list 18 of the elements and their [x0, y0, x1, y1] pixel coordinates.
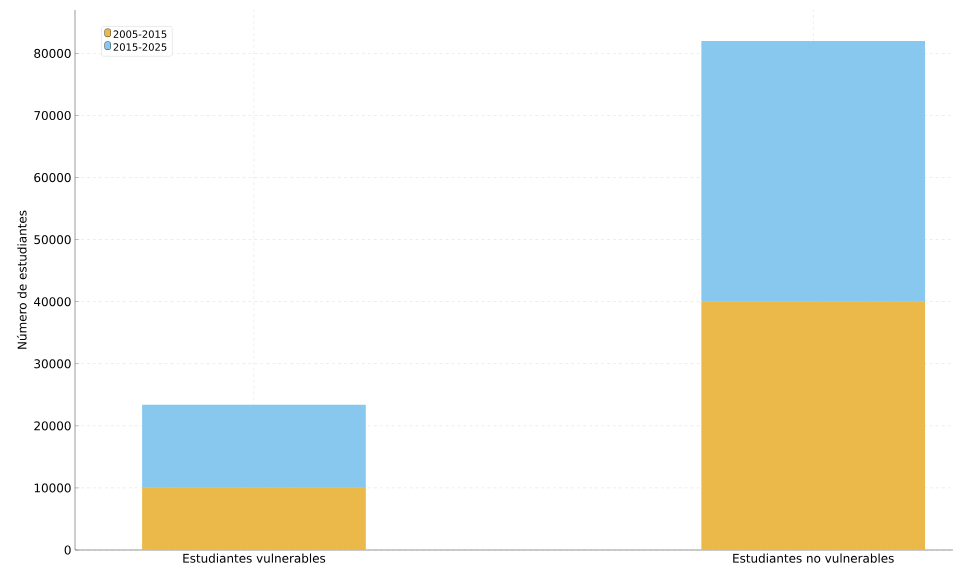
y-tick-label: 0 — [64, 545, 71, 555]
bar — [701, 41, 926, 302]
bar — [142, 404, 366, 488]
y-tick-label: 30000 — [34, 359, 71, 368]
y-tick-label: 70000 — [34, 110, 71, 120]
y-tick-label: 80000 — [34, 48, 71, 58]
x-tick-label: Estudiantes no vulnerables — [733, 554, 894, 563]
y-tick-label: 10000 — [34, 483, 71, 492]
bar — [142, 488, 366, 550]
legend-label: 2005-2015 — [114, 30, 166, 38]
y-tick-label: 50000 — [34, 235, 71, 244]
y-axis-title: Número de estudiantes — [16, 210, 27, 349]
y-tick-label: 20000 — [34, 421, 71, 430]
bar — [701, 302, 926, 550]
legend-label: 2015-2025 — [114, 43, 166, 51]
y-tick-label: 60000 — [34, 173, 71, 182]
x-tick-label: Estudiantes vulnerables — [183, 554, 326, 563]
y-tick-label: 40000 — [34, 297, 71, 306]
